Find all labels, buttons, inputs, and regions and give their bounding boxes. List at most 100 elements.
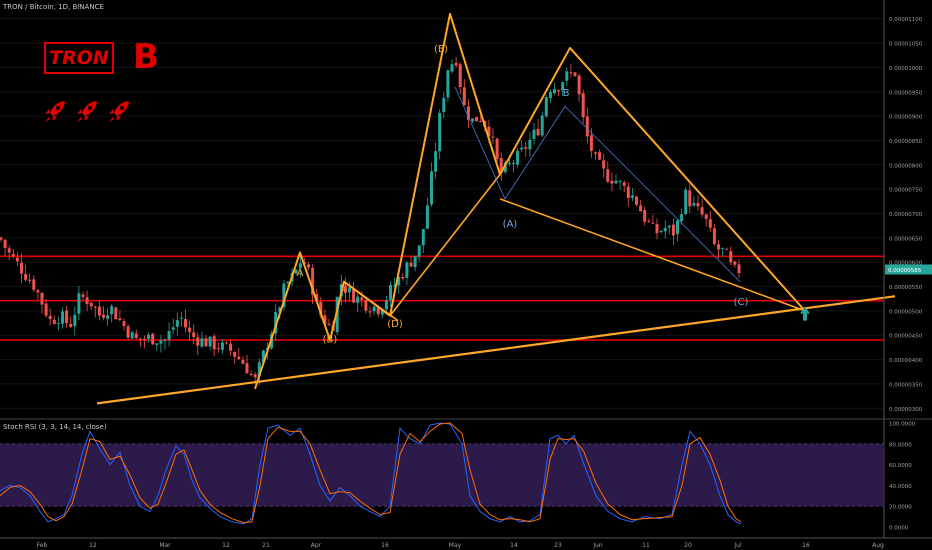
horizontal-levels: [0, 255, 884, 341]
time-tick-label: 14: [510, 542, 518, 549]
price-tick-label: 0.00000750: [889, 188, 923, 194]
candle-body: [651, 222, 655, 224]
candle-body: [352, 287, 356, 303]
candle-body: [225, 342, 228, 344]
candle-body: [589, 135, 593, 151]
candle-body: [155, 343, 159, 345]
candle-body: [384, 300, 388, 310]
candle-body: [175, 320, 179, 327]
candle-body: [335, 296, 339, 333]
candle-body: [237, 356, 241, 360]
rsi-tick-label: 0.0000: [889, 526, 909, 532]
candle-body: [421, 229, 425, 246]
candle-body: [204, 338, 208, 347]
candle-body: [380, 310, 384, 315]
candle-body: [671, 224, 675, 236]
candle-body: [606, 169, 610, 182]
rsi-tick-label: 80.0000: [889, 442, 912, 448]
candle-body: [495, 138, 499, 159]
candle-body: [450, 64, 454, 72]
candle-body: [708, 219, 712, 228]
pattern-point-label: (E): [434, 44, 448, 55]
candle-body: [52, 319, 56, 324]
candle-body: [569, 72, 573, 74]
candle-body: [393, 285, 397, 287]
candle-body: [475, 116, 479, 122]
candle-body: [417, 245, 421, 257]
candle-body: [405, 262, 409, 278]
pattern-line: [343, 281, 399, 322]
candle-body: [725, 248, 729, 250]
pattern-point-label: (B): [323, 335, 338, 346]
candle-body: [667, 225, 671, 228]
candle-body: [77, 293, 81, 314]
candle-body: [729, 251, 733, 263]
time-tick-label: Apr: [311, 542, 322, 549]
candle-body: [61, 311, 64, 324]
candle-body: [717, 244, 720, 250]
candle-body: [167, 331, 171, 340]
candle-body: [712, 228, 716, 245]
target-arrow-icon: [800, 306, 810, 321]
candle-body: [56, 323, 60, 325]
candle-body: [171, 327, 175, 330]
price-tick-label: 0.00000450: [889, 334, 923, 340]
candle-body: [40, 292, 44, 305]
candle-body: [159, 340, 163, 344]
candle-body: [594, 152, 597, 154]
ascending-trendline: [96, 295, 896, 405]
price-tick-label: 0.00000650: [889, 236, 923, 242]
candle-body: [737, 264, 741, 274]
rsi-tick-label: 60.0000: [889, 463, 912, 469]
time-tick-label: Mar: [159, 542, 171, 549]
candle-body: [130, 332, 134, 339]
time-tick-label: 20: [684, 542, 692, 549]
candle-body: [704, 214, 708, 219]
pattern-labels: A (B) C (D) (E) (A) B (C): [297, 44, 749, 346]
candle-body: [565, 71, 569, 81]
candle-body: [118, 318, 122, 320]
candle-body: [307, 264, 310, 268]
pattern-point-label: (D): [387, 319, 403, 330]
time-tick-label: Aug: [872, 542, 884, 549]
rocket-icon: [77, 101, 97, 122]
rsi-tick-label: 20.0000: [889, 505, 912, 511]
candle-body: [7, 248, 11, 253]
candle-body: [557, 90, 561, 92]
candle-body: [581, 93, 585, 118]
candle-body: [548, 92, 552, 99]
candle-body: [614, 180, 618, 184]
candle-body: [507, 162, 511, 164]
time-tick-label: 12: [222, 542, 230, 549]
pattern-point-label: C: [341, 283, 348, 294]
candle-body: [622, 182, 626, 186]
candle-body: [327, 323, 331, 325]
candle-body: [696, 203, 700, 207]
candle-body: [122, 321, 126, 326]
candle-body: [200, 338, 204, 347]
candle-body: [3, 239, 7, 248]
time-axis[interactable]: Feb 12 Mar 12 21 Apr 16 May 14 23 Jun 11 20 Jul 16 Aug: [37, 542, 884, 549]
candle-body: [364, 300, 368, 311]
candle-body: [544, 97, 548, 117]
last-price-label: 0.00000585: [888, 268, 922, 274]
candle-body: [360, 297, 364, 300]
candle-body: [69, 323, 73, 327]
price-tick-label: 0.00001000: [889, 66, 923, 72]
pattern-inner-line: [454, 86, 741, 282]
candle-body: [659, 231, 663, 233]
candle-body: [44, 303, 48, 316]
candle-body: [372, 306, 376, 312]
candle-body: [282, 283, 286, 308]
candle-body: [323, 315, 327, 325]
harmonic-pattern: [96, 12, 896, 405]
candle-body: [643, 209, 647, 222]
candle-body: [503, 162, 507, 173]
candle-body: [471, 118, 474, 122]
candle-body: [487, 126, 491, 136]
candle-body: [356, 296, 360, 303]
time-tick-label: Feb: [37, 542, 48, 549]
candle-body: [32, 279, 36, 290]
time-tick-label: 21: [262, 542, 270, 549]
